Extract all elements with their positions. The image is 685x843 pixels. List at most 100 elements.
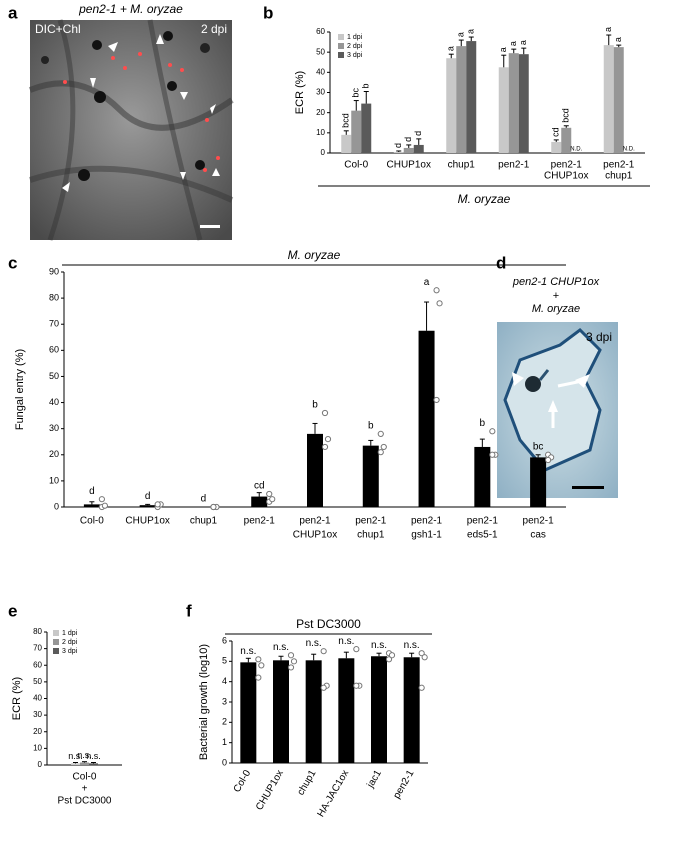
y-tick-label: 40 bbox=[316, 67, 325, 76]
x-tick-label: Col-0 bbox=[232, 768, 254, 795]
error-bar bbox=[409, 652, 415, 658]
y-tick-label: 80 bbox=[33, 627, 42, 636]
bar bbox=[466, 41, 477, 154]
legend-label: 1 dpi bbox=[62, 630, 78, 637]
error-bar bbox=[468, 36, 474, 42]
bar bbox=[403, 147, 414, 153]
error-bar bbox=[479, 438, 485, 447]
significance-label: n.s. bbox=[273, 642, 289, 653]
x-tick-label: Col-0 bbox=[73, 772, 97, 783]
x-tick-label: CHUP1ox bbox=[125, 516, 169, 527]
error-bar bbox=[563, 125, 569, 128]
data-point bbox=[489, 451, 496, 458]
data-point bbox=[545, 456, 552, 464]
bar bbox=[530, 457, 547, 507]
y-tick-label: 40 bbox=[33, 694, 42, 703]
significance-label: n.s. bbox=[371, 640, 387, 651]
significance-label: a bbox=[456, 32, 466, 37]
legend-label: 2 dpi bbox=[347, 43, 363, 50]
significance-label: n.s. bbox=[306, 638, 322, 649]
x-tick-label: eds5-1 bbox=[467, 530, 498, 541]
chart: 0 10 20 30 40 50 60 70 80 90 Fungal entry (%) M. or… bbox=[14, 248, 566, 541]
significance-label: a bbox=[466, 29, 476, 34]
bar bbox=[418, 330, 435, 507]
x-tick-label: CHUP1ox bbox=[293, 530, 337, 541]
y-tick-label: 60 bbox=[49, 345, 59, 355]
image-label: 3 dpi bbox=[586, 330, 612, 344]
chart: 0 1 2 3 4 5 6 Bacterial growth (log10) Pst DC300… bbox=[198, 617, 432, 819]
bar bbox=[240, 662, 257, 763]
y-tick-label: 3 bbox=[222, 696, 227, 706]
x-tick-label: cas bbox=[530, 530, 546, 541]
y-tick-label: 10 bbox=[49, 475, 59, 485]
y-tick-label: 2 bbox=[222, 717, 227, 727]
error-bar bbox=[312, 422, 318, 434]
bar bbox=[251, 496, 268, 507]
error-bar bbox=[424, 301, 430, 331]
significance-label: d bbox=[201, 494, 207, 505]
significance-label: b bbox=[312, 400, 318, 411]
x-tick-label: chup1 bbox=[190, 516, 218, 527]
panel-label: c bbox=[8, 253, 17, 272]
panel-label: f bbox=[186, 601, 192, 620]
bar bbox=[71, 763, 80, 765]
significance-label: b bbox=[368, 421, 374, 432]
error-bar bbox=[458, 39, 464, 47]
panel-label: b bbox=[263, 3, 273, 22]
data-point bbox=[418, 650, 425, 657]
error-bar bbox=[363, 90, 369, 104]
x-tick-label: pen2-1 bbox=[355, 516, 387, 527]
data-point bbox=[290, 658, 298, 665]
y-tick-label: 40 bbox=[49, 397, 59, 407]
x-tick-label: pen2-1 bbox=[498, 160, 530, 171]
significance-label: bcd bbox=[561, 108, 571, 123]
data-point bbox=[287, 664, 295, 671]
image-label: 2 dpi bbox=[201, 22, 227, 36]
error-bar bbox=[343, 651, 349, 659]
significance-label: N.D. bbox=[623, 147, 635, 153]
error-bar bbox=[278, 655, 284, 661]
x-tick-label: gsh1-1 bbox=[411, 530, 442, 541]
significance-label: d bbox=[403, 137, 413, 142]
bar bbox=[393, 151, 404, 153]
bar bbox=[89, 763, 98, 765]
error-bar bbox=[406, 144, 412, 148]
data-point bbox=[388, 652, 396, 659]
y-tick-label: 10 bbox=[316, 128, 325, 137]
panel-label: e bbox=[8, 601, 17, 620]
y-tick-label: 50 bbox=[316, 47, 325, 56]
image-title: pen2-1 + M. oryzae bbox=[78, 2, 183, 16]
bar bbox=[603, 45, 614, 153]
error-bar bbox=[511, 48, 517, 54]
data-point bbox=[287, 652, 295, 659]
significance-label: N.D. bbox=[570, 147, 582, 153]
error-bar bbox=[145, 503, 151, 506]
x-tick-label: Col-0 bbox=[344, 160, 368, 171]
data-point bbox=[101, 502, 108, 509]
bar bbox=[307, 433, 323, 507]
significance-label: a bbox=[603, 27, 613, 32]
error-bar bbox=[501, 54, 507, 68]
error-bar bbox=[343, 130, 349, 135]
x-tick-label: chup1 bbox=[357, 530, 385, 541]
significance-label: a bbox=[498, 47, 508, 52]
data-point bbox=[321, 409, 329, 417]
x-tick-label: pen2-1 bbox=[244, 516, 276, 527]
data-point bbox=[353, 646, 360, 653]
data-point bbox=[320, 648, 327, 655]
y-tick-label: 5 bbox=[222, 656, 227, 666]
x-tick-label: pen2-1 bbox=[603, 160, 635, 171]
legend-swatch bbox=[338, 34, 344, 40]
x-tick-label: pen2-1 bbox=[411, 516, 443, 527]
significance-label: b bbox=[361, 83, 371, 88]
bar bbox=[561, 127, 572, 153]
y-tick-label: 1 bbox=[222, 737, 227, 747]
error-bar bbox=[616, 44, 622, 48]
data-point bbox=[421, 654, 428, 661]
data-point bbox=[320, 684, 327, 691]
significance-label: a bbox=[613, 37, 623, 42]
data-point bbox=[269, 496, 276, 503]
bar bbox=[338, 658, 355, 763]
bar bbox=[413, 144, 424, 153]
y-tick-label: 4 bbox=[222, 676, 227, 686]
